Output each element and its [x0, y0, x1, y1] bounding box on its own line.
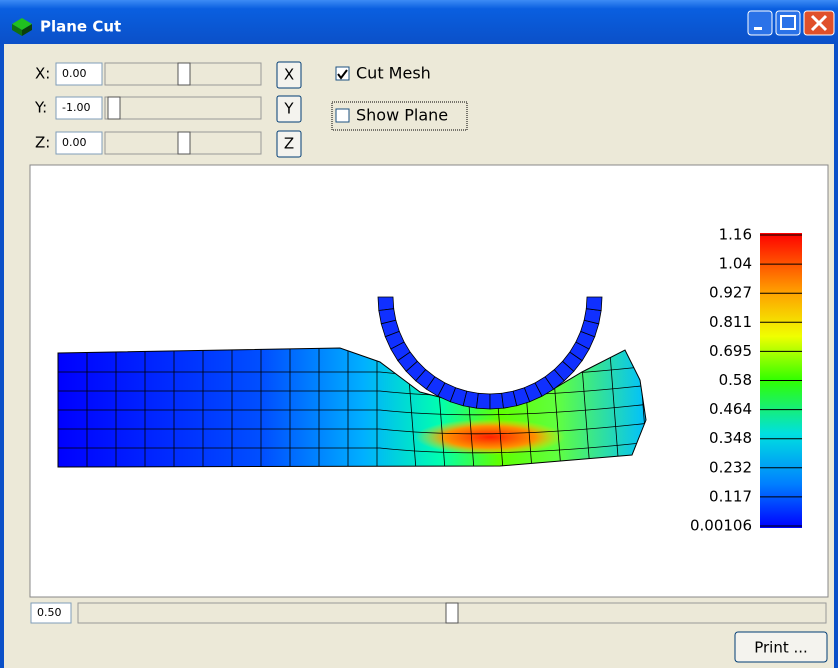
legend-label: 1.16	[719, 226, 752, 244]
legend-label: 0.00106	[690, 517, 752, 535]
checkbox[interactable]	[336, 67, 349, 80]
axis-value: 0.00	[62, 136, 87, 149]
legend-label: 0.464	[709, 400, 752, 418]
axis-button-label: Y	[283, 100, 294, 118]
window-title: Plane Cut	[40, 18, 121, 36]
value-text: 0.50	[37, 606, 62, 619]
legend-label: 0.695	[709, 342, 752, 360]
axis-slider-thumb[interactable]	[178, 63, 190, 85]
print-button-label: Print ...	[754, 639, 808, 657]
close-button[interactable]	[804, 11, 834, 35]
legend-label: 0.232	[709, 458, 752, 476]
ring-cell	[378, 297, 394, 311]
title-bar	[0, 0, 838, 44]
axis-label: Z:	[35, 134, 50, 152]
legend-label: 0.348	[709, 429, 752, 447]
axis-button-label: Z	[284, 135, 294, 153]
legend-label: 0.58	[719, 371, 752, 389]
legend-label: 0.811	[709, 313, 752, 331]
axis-slider-thumb[interactable]	[178, 132, 190, 154]
checkbox-label: Show Plane	[356, 106, 448, 125]
checkbox[interactable]	[336, 109, 349, 122]
slider-thumb[interactable]	[446, 603, 458, 623]
axis-label: Y:	[34, 99, 47, 117]
maximize-button[interactable]	[776, 11, 800, 35]
ring-cell	[490, 393, 504, 409]
checkbox-label: Cut Mesh	[356, 64, 431, 83]
minimize-button[interactable]	[748, 11, 772, 35]
legend-label: 0.927	[709, 284, 752, 302]
legend-label: 1.04	[719, 255, 752, 273]
ring-cell	[476, 393, 490, 409]
axis-label: X:	[35, 65, 50, 83]
axis-slider-track[interactable]	[105, 97, 261, 119]
axis-value: 0.00	[62, 67, 87, 80]
legend-label: 0.117	[709, 487, 752, 505]
axis-button-label: X	[284, 66, 294, 84]
axis-slider-thumb[interactable]	[108, 97, 120, 119]
window: Plane Cut X: 0.00 X Y: -1.00 Y Z: 0.00 Z Cut Mes…	[0, 0, 838, 668]
axis-value: -1.00	[62, 101, 90, 114]
ring-cell	[586, 297, 602, 311]
